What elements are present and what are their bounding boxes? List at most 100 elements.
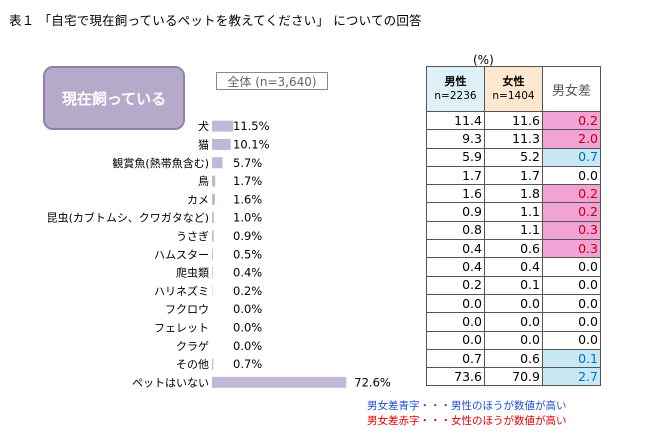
bar <box>212 157 223 169</box>
male-sample-size: n=2236 <box>434 90 477 102</box>
male-value-cell: 1.6 <box>426 184 485 204</box>
table-row: 0.7 0.6 0.1 <box>426 348 601 369</box>
category-label: フクロウ <box>165 303 209 316</box>
table-row: 0.2 0.1 0.0 <box>426 275 601 295</box>
diff-value-cell: 0.7 <box>542 147 601 167</box>
diff-value-cell: 0.3 <box>542 239 601 259</box>
female-value-cell: 11.6 <box>484 110 543 131</box>
diff-value-cell: 0.2 <box>542 110 601 131</box>
bar <box>212 267 213 279</box>
diff-value-cell: 0.0 <box>542 293 601 314</box>
male-value-cell: 0.0 <box>426 293 485 314</box>
bar <box>212 230 214 242</box>
category-label: 観賞魚(熱帯魚含む) <box>112 156 209 170</box>
table-header-row: 男性 n=2236 女性 n=1404 男女差 <box>426 66 601 112</box>
value-label: 0.7% <box>233 357 262 371</box>
value-label: 0.9% <box>233 229 262 243</box>
male-value-cell: 1.7 <box>426 165 485 186</box>
category-label: クラゲ <box>176 340 209 353</box>
male-value-cell: 73.6 <box>426 367 485 387</box>
note-red: 男女差赤字・・・女性のほうが数値が高い <box>367 415 567 427</box>
table-row: 5.9 5.2 0.7 <box>426 147 601 167</box>
diff-value-cell: 0.0 <box>542 330 601 350</box>
category-label: 犬 <box>198 119 209 133</box>
table-row: 0.9 1.1 0.2 <box>426 202 601 222</box>
female-sample-size: n=1404 <box>492 90 535 102</box>
note-blue: 男女差青字・・・男性のほうが数値が高い <box>367 400 567 412</box>
table-row: 9.3 11.3 2.0 <box>426 129 601 149</box>
diff-value-cell: 0.0 <box>542 275 601 295</box>
diff-value-cell: 2.0 <box>542 129 601 149</box>
bar <box>212 376 347 388</box>
value-label: 0.0% <box>233 302 262 316</box>
value-label: 1.6% <box>233 192 262 206</box>
male-value-cell: 0.0 <box>426 330 485 350</box>
value-label: 0.2% <box>233 284 262 298</box>
female-value-cell: 5.2 <box>484 147 543 167</box>
category-label: フェレット <box>154 321 209 334</box>
value-label: 11.5% <box>233 119 270 133</box>
question-label-box: 現在飼っている <box>43 66 185 130</box>
diff-value-cell: 0.2 <box>542 184 601 204</box>
table-row: 1.6 1.8 0.2 <box>426 184 601 204</box>
gender-comparison-table: 男性 n=2236 女性 n=1404 男女差 11.4 11.6 0.2 9.3 11… <box>426 66 601 387</box>
female-header-label: 女性 <box>502 75 525 88</box>
male-value-cell: 0.0 <box>426 312 485 332</box>
male-value-cell: 9.3 <box>426 129 485 149</box>
bar <box>212 248 213 260</box>
bar <box>212 138 231 150</box>
category-label: 昆虫(カブトムシ、クワガタなど) <box>47 211 209 225</box>
total-sample-label: 全体 (n=3,640) <box>216 72 328 90</box>
male-header: 男性 n=2236 <box>426 66 485 112</box>
male-value-cell: 0.4 <box>426 239 485 259</box>
bar <box>212 175 216 187</box>
female-value-cell: 0.0 <box>484 293 543 314</box>
female-value-cell: 11.3 <box>484 129 543 149</box>
female-value-cell: 0.1 <box>484 275 543 295</box>
value-label: 72.6% <box>354 375 391 389</box>
male-value-cell: 0.9 <box>426 202 485 222</box>
male-value-cell: 5.9 <box>426 147 485 167</box>
value-label: 0.0% <box>233 320 262 334</box>
male-header-label: 男性 <box>444 75 467 88</box>
bar <box>212 212 214 224</box>
bar <box>212 193 215 205</box>
table-row: 1.7 1.7 0.0 <box>426 165 601 186</box>
female-value-cell: 1.1 <box>484 202 543 222</box>
diff-value-cell: 0.2 <box>542 202 601 222</box>
female-value-cell: 0.4 <box>484 257 543 277</box>
diff-value-cell: 0.0 <box>542 165 601 186</box>
diff-value-cell: 2.7 <box>542 367 601 387</box>
bar-chart: 犬 11.5% 猫 10.1% 観賞魚(熱帯魚含む) 5.7% 鳥 1.7% カメ 1.6% 昆虫(… <box>47 119 391 389</box>
female-value-cell: 1.1 <box>484 220 543 241</box>
male-value-cell: 11.4 <box>426 110 485 131</box>
bar <box>212 120 234 132</box>
male-value-cell: 0.4 <box>426 257 485 277</box>
value-label: 5.7% <box>233 156 262 170</box>
category-label: カメ <box>187 193 209 206</box>
diff-value-cell: 0.0 <box>542 312 601 332</box>
diff-value-cell: 0.0 <box>542 257 601 277</box>
category-label: うさぎ <box>176 229 209 243</box>
value-label: 1.7% <box>233 174 262 188</box>
diff-header: 男女差 <box>542 66 601 112</box>
female-value-cell: 1.8 <box>484 184 543 204</box>
category-label: 爬虫類 <box>176 267 209 280</box>
table-row: 0.0 0.0 0.0 <box>426 312 601 332</box>
female-header: 女性 n=1404 <box>484 66 543 112</box>
chart-title: 表１ 「自宅で現在飼っているペットを教えてください」 についての回答 <box>9 13 422 28</box>
table-body: 11.4 11.6 0.2 9.3 11.3 2.0 5.9 5.2 0.7 1.7 1.7 0.0 1… <box>426 110 601 387</box>
diff-header-label: 男女差 <box>551 83 591 99</box>
diff-value-cell: 0.1 <box>542 348 601 369</box>
value-label: 0.0% <box>233 339 262 353</box>
male-value-cell: 0.8 <box>426 220 485 241</box>
category-label: ハムスター <box>154 248 209 261</box>
category-label: 猫 <box>198 138 209 151</box>
table-row: 73.6 70.9 2.7 <box>426 367 601 387</box>
category-label: ペットはいない <box>132 376 209 389</box>
diff-value-cell: 0.3 <box>542 220 601 241</box>
female-value-cell: 0.0 <box>484 330 543 350</box>
unit-label: (%) <box>473 53 494 67</box>
question-label: 現在飼っている <box>61 89 167 108</box>
table-row: 0.8 1.1 0.3 <box>426 220 601 241</box>
